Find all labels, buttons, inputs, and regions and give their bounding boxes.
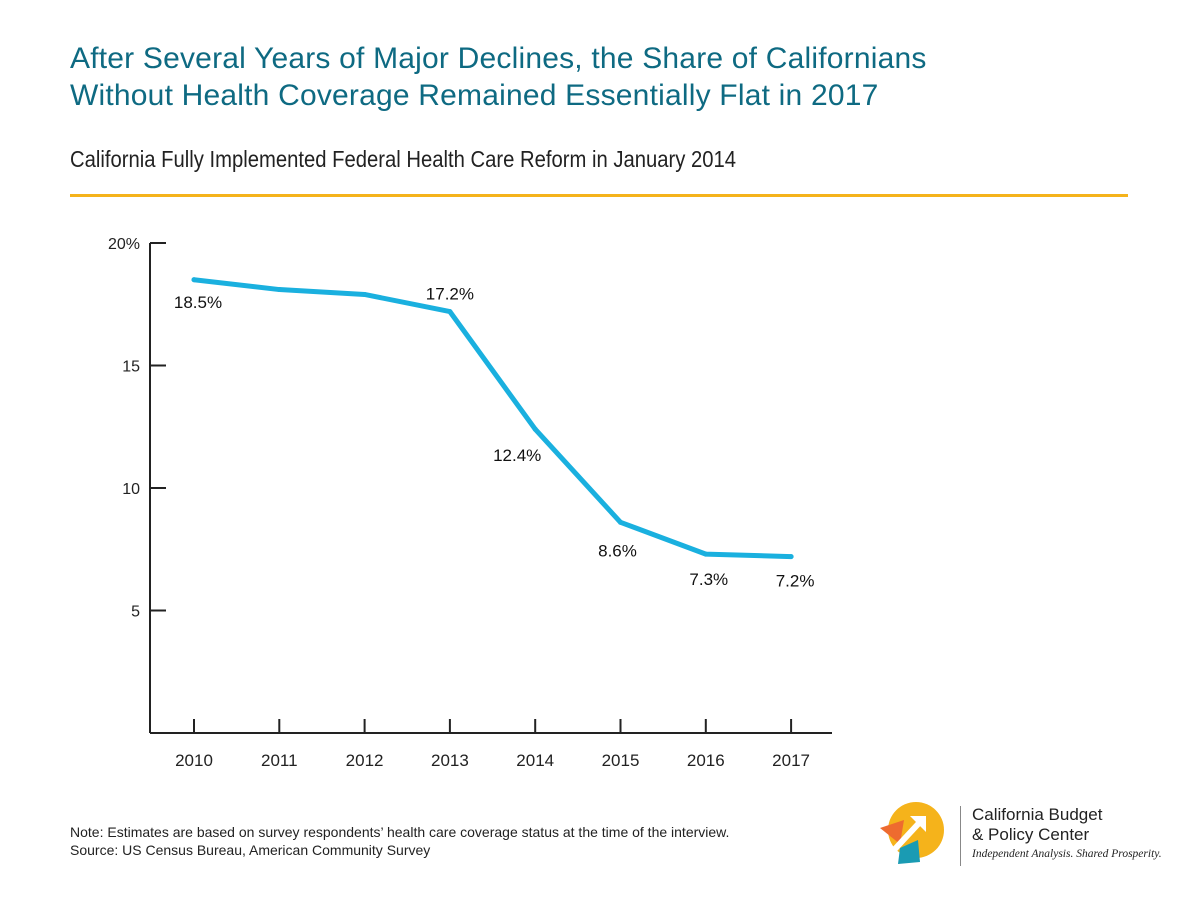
data-point xyxy=(618,519,623,525)
y-tick-label: 20% xyxy=(108,236,140,253)
chart-subtitle: California Fully Implemented Federal Hea… xyxy=(70,146,736,172)
data-label: 12.4% xyxy=(493,446,541,465)
footnote-note: Note: Estimates are based on survey resp… xyxy=(70,824,730,840)
logo-name-line-1: California Budget xyxy=(972,805,1103,824)
x-tick-label: 2015 xyxy=(602,751,640,770)
logo-tagline: Independent Analysis. Shared Prosperity. xyxy=(972,848,1162,860)
data-point xyxy=(276,287,282,293)
x-tick-label: 2012 xyxy=(346,751,384,770)
data-label: 7.2% xyxy=(776,572,815,591)
chart-title-line-2: Without Health Coverage Remained Essenti… xyxy=(70,79,879,112)
data-label: 8.6% xyxy=(598,541,637,560)
x-tick-label: 2011 xyxy=(261,751,298,770)
data-point xyxy=(703,551,709,557)
logo-name: California Budget & Policy Center xyxy=(972,805,1102,845)
accent-divider xyxy=(70,194,1128,197)
x-tick-label: 2010 xyxy=(175,751,213,770)
y-tick-label: 5 xyxy=(131,604,140,621)
organization-logo: California Budget & Policy Center Indepe… xyxy=(880,800,1180,880)
chart-title: After Several Years of Major Declines, t… xyxy=(70,40,1150,114)
data-label: 18.5% xyxy=(174,293,222,312)
data-label: 7.3% xyxy=(689,570,728,589)
data-point xyxy=(447,309,453,315)
data-label: 17.2% xyxy=(426,285,474,304)
x-tick-label: 2016 xyxy=(687,751,725,770)
y-tick-label: 15 xyxy=(122,359,140,376)
data-point xyxy=(788,554,794,560)
logo-name-line-2: & Policy Center xyxy=(972,825,1090,844)
data-point xyxy=(191,277,197,283)
series-line xyxy=(191,277,794,560)
y-tick-label: 10 xyxy=(122,481,140,498)
logo-mark-icon xyxy=(880,802,944,864)
data-point xyxy=(362,291,368,297)
x-tick-label: 2014 xyxy=(516,751,554,770)
x-tick-label: 2017 xyxy=(772,751,810,770)
logo-divider xyxy=(960,806,961,866)
chart-title-line-1: After Several Years of Major Declines, t… xyxy=(70,42,927,75)
x-tick-label: 2013 xyxy=(431,751,469,770)
chart-footnotes: Note: Estimates are based on survey resp… xyxy=(70,823,830,859)
footnote-source: Source: US Census Bureau, American Commu… xyxy=(70,842,431,858)
data-point xyxy=(532,426,538,432)
